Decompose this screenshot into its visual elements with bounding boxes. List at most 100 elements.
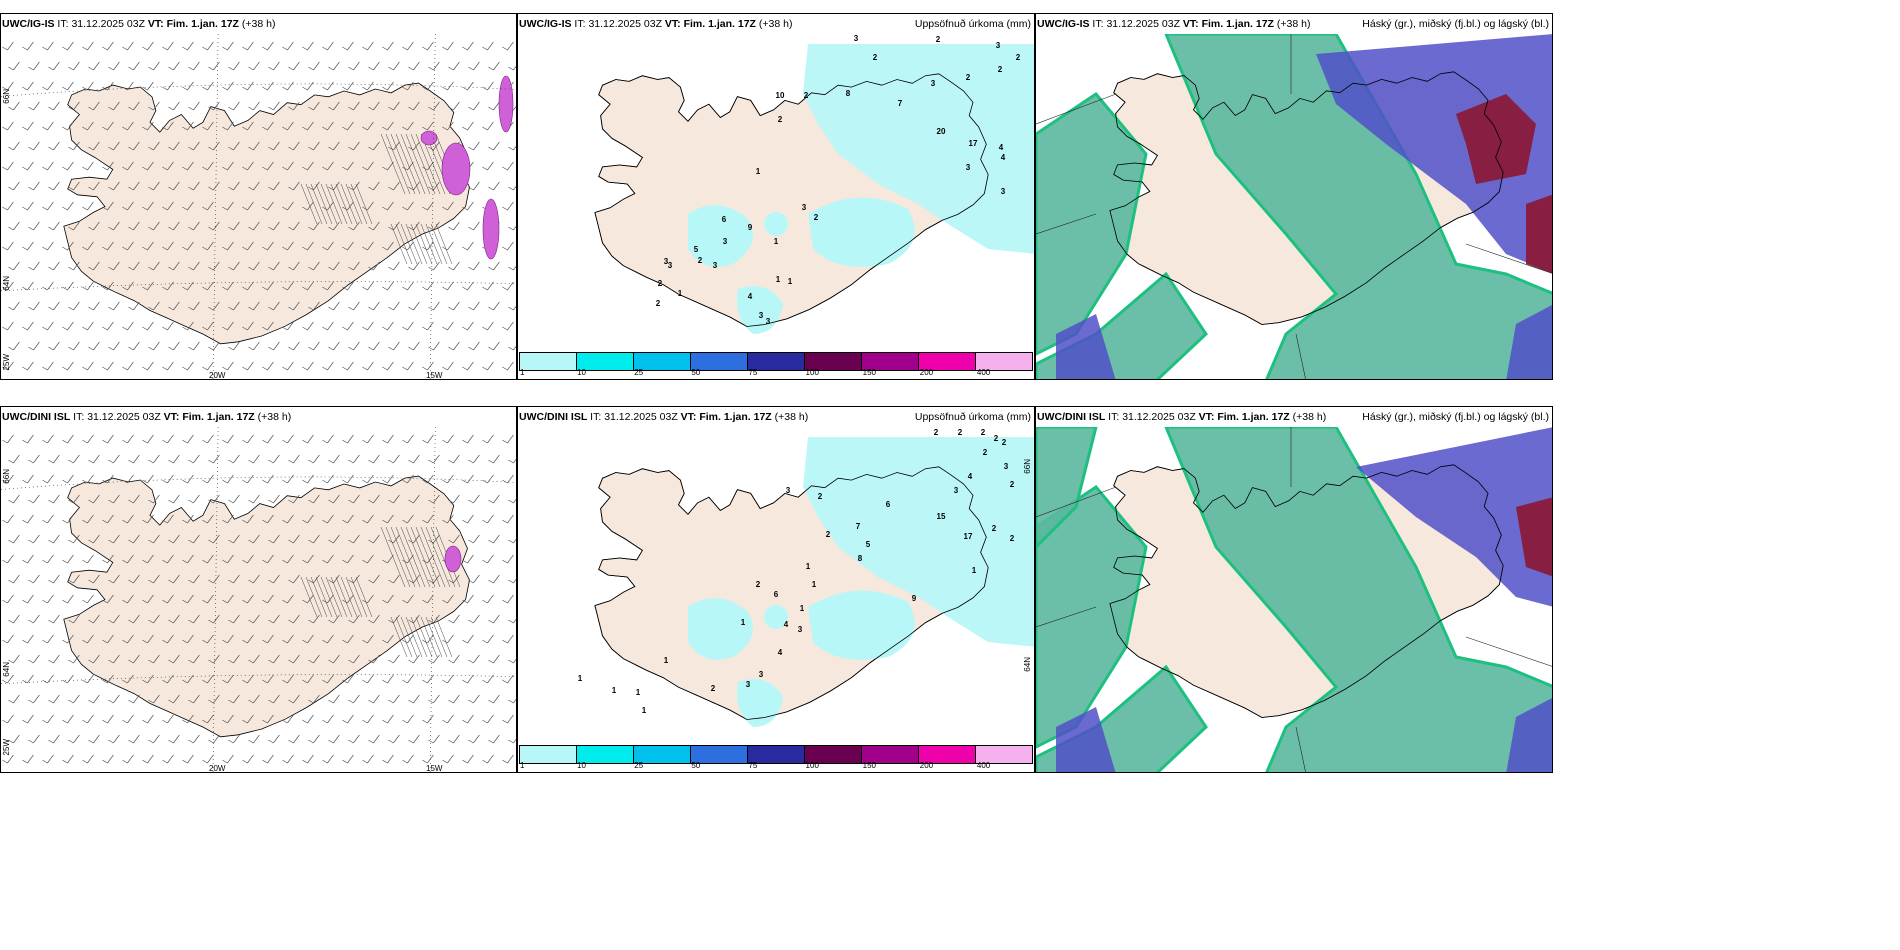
wind-barb [402, 714, 414, 724]
wind-barb [168, 494, 180, 504]
panel-wind-igis: UWC/IG-IS IT: 31.12.2025 03Z VT: Fim. 1.… [0, 13, 517, 380]
wind-barb [228, 534, 240, 544]
wind-barb [262, 714, 274, 724]
wind-barb [102, 161, 114, 171]
wind-barb [202, 41, 214, 51]
hatch-line [305, 183, 323, 225]
wind-barb [342, 361, 354, 371]
wind-barb [268, 101, 280, 111]
wind-barb [322, 554, 334, 564]
wind-barb [268, 341, 280, 351]
wind-barb [442, 634, 454, 644]
wind-barb [282, 281, 294, 291]
wind-barb [382, 361, 394, 371]
wind-barb [282, 674, 294, 684]
wind-barb [62, 81, 74, 91]
wind-barb [482, 714, 494, 724]
precip-total-label: 2 [936, 35, 941, 44]
hatch-line [430, 616, 448, 658]
region-lines [1036, 34, 1552, 379]
wind-barb [468, 181, 480, 191]
wind-barb [168, 101, 180, 111]
wind-barb [462, 241, 474, 251]
wind-barb [2, 121, 14, 131]
it-label: IT: [574, 18, 586, 30]
wind-barb [208, 261, 220, 271]
wind-barb [322, 634, 334, 644]
wind-barb [468, 301, 480, 311]
wind-barb [448, 341, 460, 351]
lead-time: (+38 h) [257, 411, 292, 423]
iceland-landmass [594, 466, 989, 720]
wind-barb [268, 494, 280, 504]
hatch-line [385, 526, 411, 588]
wind-barb [168, 221, 180, 231]
wind-barb [302, 321, 314, 331]
wind-barb [402, 514, 414, 524]
wind-barb [22, 594, 34, 604]
wind-barb [408, 141, 420, 151]
precip-area [808, 590, 915, 660]
wind-barb [182, 361, 194, 371]
wind-barb [468, 534, 480, 544]
wind-barb [288, 181, 300, 191]
precip-total-label: 1 [776, 275, 781, 284]
wind-barb [202, 281, 214, 291]
lead-time: (+38 h) [1292, 411, 1327, 423]
precip-total-label: 2 [1016, 53, 1021, 62]
hatch-line [355, 576, 373, 618]
hatch-line [410, 223, 428, 265]
wind-barb [302, 121, 314, 131]
wind-barb [228, 574, 240, 584]
wind-barb [208, 101, 220, 111]
wind-barb [2, 434, 14, 444]
wind-barb [302, 41, 314, 51]
wind-barb [208, 694, 220, 704]
wind-barb [188, 574, 200, 584]
wind-barb [182, 161, 194, 171]
wind-barb [122, 754, 134, 764]
wind-barb [288, 454, 300, 464]
wind-barb [22, 81, 34, 91]
wind-barb [402, 121, 414, 131]
it-label: IT: [57, 18, 69, 30]
vt-value: Fim. 1.jan. 17Z [1201, 18, 1274, 30]
wind-barb [402, 201, 414, 211]
wind-barb [188, 694, 200, 704]
wind-barb [202, 674, 214, 684]
lat-label-64n: 64N [2, 662, 11, 677]
wind-barb [48, 614, 60, 624]
wind-barb [22, 121, 34, 131]
wind-barb [428, 141, 440, 151]
wind-barb [202, 161, 214, 171]
wind-barb [422, 81, 434, 91]
wind-barb [462, 81, 474, 91]
wind-barb [248, 181, 260, 191]
wind-barb [108, 301, 120, 311]
wind-barb [388, 141, 400, 151]
wind-barb [208, 654, 220, 664]
precip-total-label: 4 [778, 648, 783, 657]
iceland-landmass [1109, 464, 1504, 718]
wind-barb [348, 61, 360, 71]
wind-barb [102, 241, 114, 251]
wind-barb [162, 201, 174, 211]
hatch-line [405, 133, 431, 195]
wind-barb [322, 361, 334, 371]
legend-label: 75 [748, 761, 758, 770]
wind-barb [408, 301, 420, 311]
wind-barb [302, 754, 314, 764]
legend-swatch [919, 746, 976, 763]
wind-barb [262, 554, 274, 564]
precip-total-label: 2 [958, 428, 963, 437]
wind-barb [408, 181, 420, 191]
hatch-line [320, 576, 338, 618]
wind-barb [188, 221, 200, 231]
wind-barb [248, 301, 260, 311]
wind-barb [128, 261, 140, 271]
wind-barb [302, 434, 314, 444]
wind-barb [208, 301, 220, 311]
wind-barb [128, 494, 140, 504]
cloud-map [1036, 34, 1552, 379]
wind-barb [348, 454, 360, 464]
